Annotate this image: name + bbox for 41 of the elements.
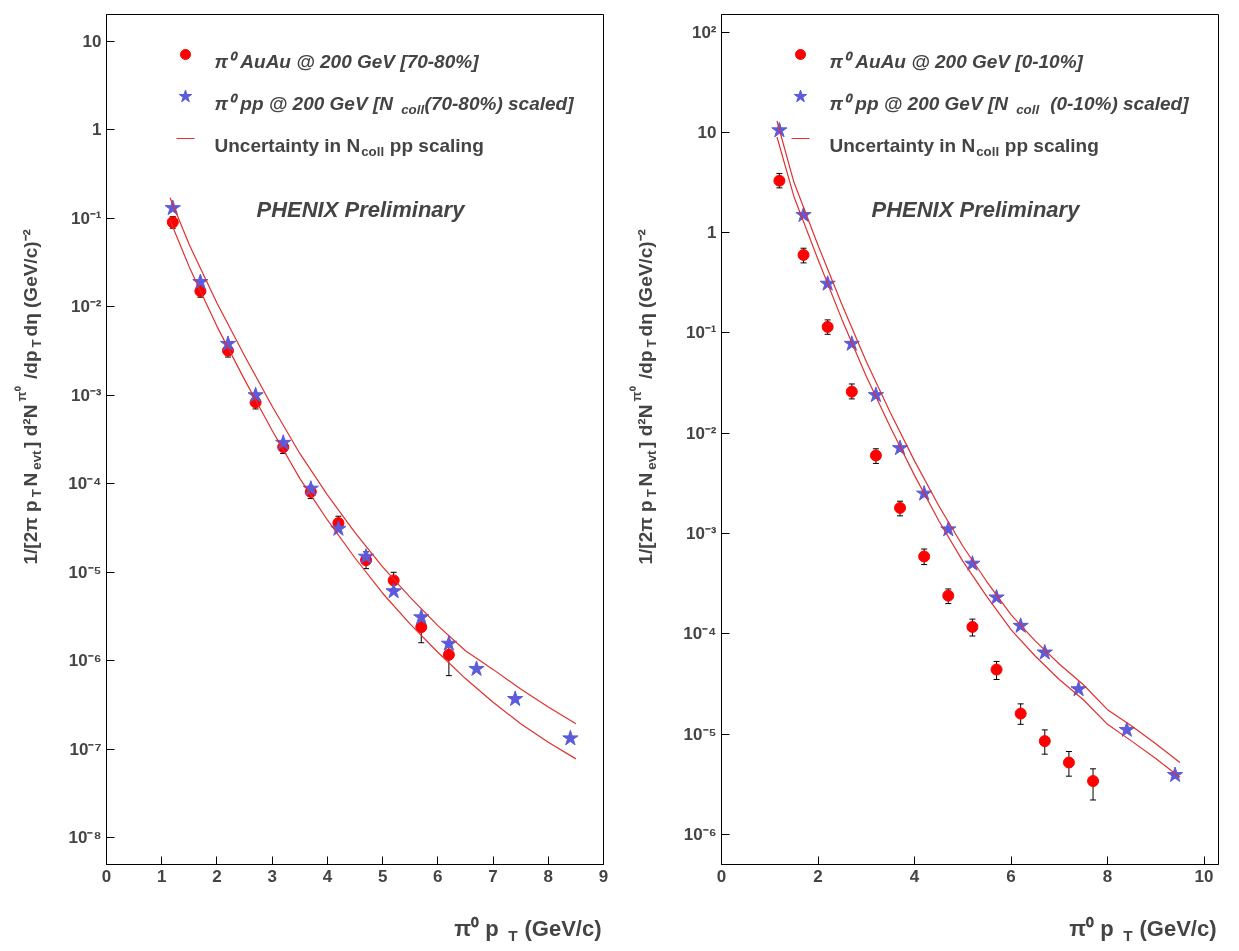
y-tick-label: 10⁻⁵ bbox=[68, 562, 102, 582]
y-tick-label: 10⁻⁶ bbox=[68, 651, 102, 671]
y-tick-label: 10⁻⁸ bbox=[68, 828, 102, 848]
x-tick-label: 6 bbox=[433, 866, 443, 886]
x-tick-label: 6 bbox=[1006, 866, 1016, 886]
y-tick-label: 10⁻³ bbox=[70, 385, 102, 405]
y-tick-label: 10⁻¹ bbox=[70, 208, 102, 228]
y-tick-label: 10² bbox=[691, 22, 717, 42]
y-tick-label: 10 bbox=[82, 31, 102, 51]
annotation: PHENIX Preliminary bbox=[256, 197, 467, 222]
y-tick-label: 1 bbox=[707, 223, 717, 243]
y-tick-label: 10⁻⁷ bbox=[69, 739, 102, 759]
x-tick-label: 8 bbox=[543, 866, 554, 886]
x-tick-label: 3 bbox=[267, 866, 277, 886]
x-tick-label: 2 bbox=[212, 866, 222, 886]
x-tick-label: 4 bbox=[322, 866, 333, 886]
y-tick-label: 10⁻⁴ bbox=[683, 624, 717, 644]
x-tick-label: 8 bbox=[1102, 866, 1113, 886]
y-tick-label: 10⁻⁵ bbox=[683, 724, 717, 744]
x-tick-label: 4 bbox=[909, 866, 920, 886]
x-tick-label: 0 bbox=[716, 866, 727, 886]
y-tick-label: 10⁻¹ bbox=[685, 323, 717, 343]
x-tick-label: 1 bbox=[156, 866, 167, 886]
x-tick-label: 0 bbox=[101, 866, 112, 886]
text: 1/[2π pTNevt] d²Nπ⁰/dpTdη (GeV/c)⁻² bbox=[14, 229, 44, 565]
y-tick-label: 10⁻⁶ bbox=[683, 824, 717, 844]
x-tick-label: 10 bbox=[1194, 866, 1214, 886]
x-tick-label: 9 bbox=[598, 866, 609, 886]
x-tick-label: 7 bbox=[488, 866, 498, 886]
y-tick-label: 10 bbox=[697, 122, 717, 142]
y-tick-label: 10⁻⁴ bbox=[68, 474, 102, 494]
annotation: PHENIX Preliminary bbox=[871, 197, 1082, 222]
x-tick-label: 2 bbox=[813, 866, 823, 886]
legend-label: π⁰ AuAu @ 200 GeV [0-10%] bbox=[829, 51, 1084, 72]
y-tick-label: 10⁻² bbox=[685, 423, 717, 443]
y-tick-label: 10⁻³ bbox=[685, 524, 717, 544]
x-tick-label: 5 bbox=[377, 866, 388, 886]
text: 1/[2π pTNevt] d²Nπ⁰/dpTdη (GeV/c)⁻² bbox=[629, 229, 659, 565]
y-tick-label: 1 bbox=[92, 120, 102, 140]
y-tick-label: 10⁻² bbox=[70, 297, 102, 317]
legend-label: π⁰ AuAu @ 200 GeV [70-80%] bbox=[214, 51, 480, 72]
